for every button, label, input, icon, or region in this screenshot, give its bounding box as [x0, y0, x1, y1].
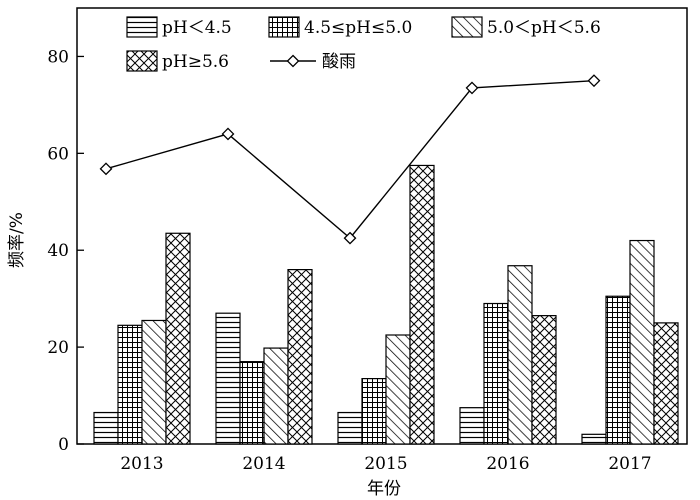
y-tick-label: 40	[47, 241, 69, 261]
bar-2015-1	[337, 411, 363, 445]
line-layer	[99, 74, 601, 245]
bar-2017-1	[581, 433, 607, 445]
x-tick-label: 2015	[364, 454, 407, 474]
x-tick-label: 2016	[486, 454, 529, 474]
y-axis-label: 频率/%	[7, 212, 27, 268]
bar-2016-4	[531, 315, 557, 445]
bar-2015-4	[409, 164, 435, 445]
x-tick-label: 2014	[242, 454, 285, 474]
bar-2014-3	[263, 347, 289, 445]
x-tick-label: 2017	[608, 454, 651, 474]
acid-rain-point-2016	[465, 81, 479, 95]
legend-swatch-1	[126, 16, 158, 38]
acid-rain-line	[105, 79, 595, 240]
legend-label-4: pH≥5.6	[162, 52, 229, 72]
bar-2014-1	[215, 312, 241, 445]
bar-2017-2	[605, 295, 631, 445]
bar-2015-3	[385, 334, 411, 445]
legend-label-2: 4.5≤pH≤5.0	[304, 18, 412, 38]
bar-2017-4	[653, 322, 679, 445]
y-tick-label: 20	[47, 338, 69, 358]
legend: pH＜4.5 4.5≤pH≤5.0 5.0＜pH＜5.6 pH≥5.6 酸雨	[126, 16, 601, 72]
bar-2013-1	[93, 411, 119, 445]
legend-label-acid-rain: 酸雨	[322, 52, 356, 72]
x-tick-label: 2013	[120, 454, 163, 474]
bar-2013-4	[165, 232, 191, 445]
legend-swatch-2	[268, 16, 300, 38]
bar-2016-1	[459, 407, 485, 445]
acid-rain-point-2013	[99, 162, 113, 176]
bar-2017-3	[629, 239, 655, 445]
y-tick-label: 60	[47, 144, 69, 164]
bar-2013-3	[141, 319, 167, 445]
x-axis-label: 年份	[367, 479, 401, 499]
y-tick-label: 0	[58, 435, 69, 455]
bars-layer	[93, 164, 679, 445]
bar-2015-2	[361, 378, 387, 445]
legend-label-1: pH＜4.5	[162, 18, 232, 38]
bar-2014-4	[287, 269, 313, 445]
ticks-layer: 0 20 40 60 80 2013 2014 2015 2016 2017	[47, 47, 651, 474]
y-tick-label: 80	[47, 47, 69, 67]
acid-rain-point-2015	[343, 231, 357, 245]
acid-rain-point-2017	[587, 74, 601, 88]
legend-diamond-icon	[286, 54, 300, 68]
bar-2016-3	[507, 265, 533, 445]
legend-swatch-3	[451, 16, 483, 38]
bar-2016-2	[483, 302, 509, 445]
legend-label-3: 5.0＜pH＜5.6	[487, 18, 601, 38]
bar-2014-2	[239, 361, 265, 445]
legend-swatch-4	[126, 50, 158, 72]
acid-rain-point-2014	[221, 127, 235, 141]
bar-2013-2	[117, 324, 143, 445]
